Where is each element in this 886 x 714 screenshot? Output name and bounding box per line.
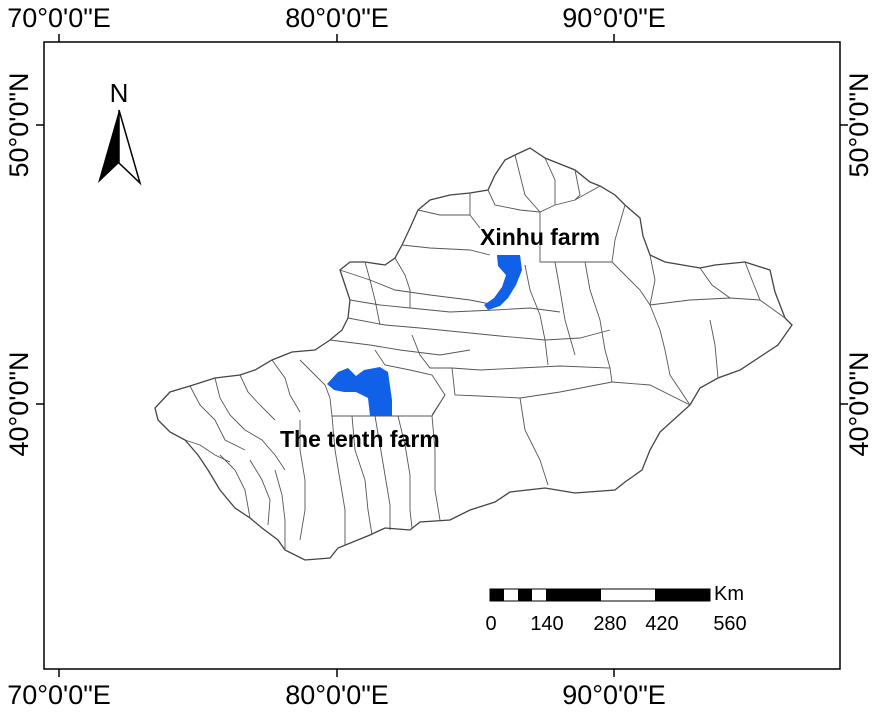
county-boundaries bbox=[184, 154, 786, 550]
bottom-axis-label-70e: 70°0'0"E bbox=[7, 680, 111, 710]
tenth-farm-label: The tenth farm bbox=[280, 426, 440, 452]
north-label: N bbox=[110, 78, 129, 108]
xinhu-farm-area bbox=[484, 255, 522, 310]
scale-tick-0: 0 bbox=[485, 613, 496, 635]
scale-unit-label: Km bbox=[714, 583, 744, 605]
left-axis-label-40n: 40°0'0"N bbox=[4, 351, 34, 456]
scale-tick-560: 560 bbox=[713, 613, 746, 635]
xinhu-farm-label: Xinhu farm bbox=[480, 224, 600, 250]
left-axis-label-50n: 50°0'0"N bbox=[4, 72, 34, 177]
frame-ticks bbox=[36, 34, 848, 677]
scale-bar bbox=[489, 588, 711, 602]
bottom-axis-label-90e: 90°0'0"E bbox=[562, 680, 666, 710]
region-outline bbox=[154, 147, 793, 561]
bottom-axis-label-80e: 80°0'0"E bbox=[285, 680, 389, 710]
right-axis-label-50n: 50°0'0"N bbox=[844, 72, 874, 177]
top-axis-label-70e: 70°0'0"E bbox=[7, 3, 111, 33]
top-axis-label-90e: 90°0'0"E bbox=[562, 3, 666, 33]
scale-tick-140: 140 bbox=[530, 613, 563, 635]
scale-tick-420: 420 bbox=[645, 613, 678, 635]
top-axis-label-80e: 80°0'0"E bbox=[285, 3, 389, 33]
tenth-farm-area bbox=[327, 367, 392, 416]
right-axis-label-40n: 40°0'0"N bbox=[844, 351, 874, 456]
north-arrow-icon bbox=[98, 109, 142, 186]
scale-tick-280: 280 bbox=[593, 613, 626, 635]
